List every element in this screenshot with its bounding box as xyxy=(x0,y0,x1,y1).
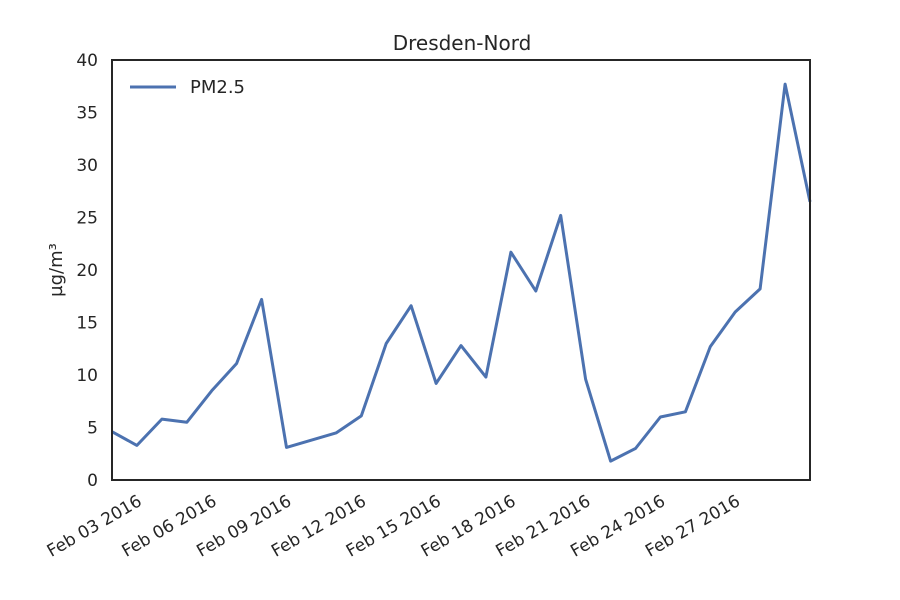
y-tick-label: 25 xyxy=(76,209,98,229)
y-tick-label: 30 xyxy=(76,156,98,176)
plot-frame xyxy=(111,59,811,481)
y-tick-label: 35 xyxy=(76,104,98,124)
y-axis-label: µg/m³ xyxy=(46,243,67,297)
y-tick-label: 0 xyxy=(87,471,98,491)
y-axis: 0 5 10 15 20 25 30 35 40 xyxy=(76,51,98,491)
legend-label: PM2.5 xyxy=(190,77,245,98)
chart-title: Dresden-Nord xyxy=(393,31,532,55)
plot-area xyxy=(111,82,812,463)
y-tick-label: 40 xyxy=(76,51,98,71)
y-tick-label: 10 xyxy=(76,366,98,386)
y-tick-label: 20 xyxy=(76,261,98,281)
series-line-pm25 xyxy=(111,82,812,463)
legend: PM2.5 xyxy=(130,77,245,98)
y-tick-label: 15 xyxy=(76,314,98,334)
y-tick-label: 5 xyxy=(87,419,98,439)
